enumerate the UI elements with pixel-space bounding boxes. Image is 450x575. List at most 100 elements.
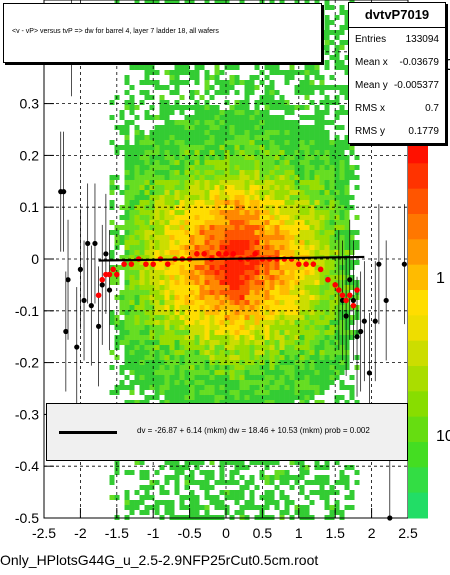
density-cell (179, 390, 185, 395)
density-cell (299, 220, 305, 225)
density-cell (229, 390, 235, 395)
density-cell (214, 355, 220, 360)
density-cell (279, 240, 285, 245)
density-cell (309, 160, 315, 165)
density-cell (159, 220, 165, 225)
density-cell (239, 80, 245, 85)
density-cell (244, 215, 250, 220)
density-cell (214, 390, 220, 395)
density-cell (294, 340, 300, 345)
density-cell (239, 350, 245, 355)
density-cell (279, 180, 285, 185)
density-cell (224, 80, 230, 85)
density-cell (204, 475, 210, 480)
density-cell (129, 380, 135, 385)
density-cell (194, 480, 200, 485)
density-cell (319, 190, 325, 195)
density-cell (144, 365, 150, 370)
density-cell (184, 70, 190, 75)
density-cell (194, 195, 200, 200)
density-cell (249, 220, 255, 225)
density-cell (349, 375, 355, 380)
density-cell (229, 310, 235, 315)
density-cell (314, 0, 320, 5)
density-cell (329, 245, 335, 250)
density-cell (219, 220, 225, 225)
density-cell (129, 250, 135, 255)
density-cell (189, 135, 195, 140)
density-cell (199, 160, 205, 165)
density-cell (329, 145, 335, 150)
density-cell (344, 280, 350, 285)
density-cell (244, 170, 250, 175)
density-cell (124, 495, 130, 500)
density-cell (269, 480, 275, 485)
density-cell (139, 100, 145, 105)
density-cell (174, 100, 180, 105)
density-cell (159, 245, 165, 250)
density-cell (279, 490, 285, 495)
density-cell (289, 125, 295, 130)
density-cell (199, 215, 205, 220)
density-cell (169, 350, 175, 355)
density-cell (124, 490, 130, 495)
density-cell (349, 395, 355, 400)
density-cell (304, 195, 310, 200)
density-cell (244, 290, 250, 295)
density-cell (134, 275, 140, 280)
stats-label: Mean x (355, 57, 388, 68)
density-cell (269, 375, 275, 380)
density-cell (254, 275, 260, 280)
density-cell (264, 245, 270, 250)
density-cell (164, 250, 170, 255)
density-cell (309, 270, 315, 275)
density-cell (274, 105, 280, 110)
density-cell (144, 395, 150, 400)
density-cell (329, 150, 335, 155)
density-cell (159, 295, 165, 300)
fit-legend: dv = -26.87 + 6.14 (mkm) dw = 18.46 + 10… (46, 403, 408, 461)
density-cell (219, 235, 225, 240)
density-cell (169, 0, 175, 5)
density-cell (209, 285, 215, 290)
density-cell (229, 355, 235, 360)
density-cell (159, 150, 165, 155)
density-cell (239, 120, 245, 125)
density-cell (264, 475, 270, 480)
density-cell (229, 225, 235, 230)
density-cell (309, 310, 315, 315)
density-cell (199, 225, 205, 230)
density-cell (194, 100, 200, 105)
density-cell (199, 290, 205, 295)
density-cell (329, 310, 335, 315)
density-cell (229, 195, 235, 200)
density-cell (219, 210, 225, 215)
density-cell (134, 240, 140, 245)
density-cell (129, 300, 135, 305)
density-cell (244, 100, 250, 105)
density-cell (164, 370, 170, 375)
density-cell (249, 295, 255, 300)
density-cell (334, 490, 340, 495)
density-cell (234, 65, 240, 70)
density-cell (329, 260, 335, 265)
density-cell (149, 185, 155, 190)
density-cell (284, 285, 290, 290)
density-cell (349, 320, 355, 325)
density-cell (344, 260, 350, 265)
density-cell (114, 295, 120, 300)
density-cell (194, 300, 200, 305)
density-cell (139, 475, 145, 480)
density-cell (339, 360, 345, 365)
density-cell (184, 505, 190, 510)
density-cell (289, 225, 295, 230)
density-cell (289, 170, 295, 175)
density-cell (314, 75, 320, 80)
stats-label: Mean y (355, 80, 388, 91)
density-cell (274, 100, 280, 105)
density-cell (324, 500, 330, 505)
density-cell (229, 345, 235, 350)
density-cell (229, 230, 235, 235)
density-cell (304, 370, 310, 375)
density-cell (159, 85, 165, 90)
